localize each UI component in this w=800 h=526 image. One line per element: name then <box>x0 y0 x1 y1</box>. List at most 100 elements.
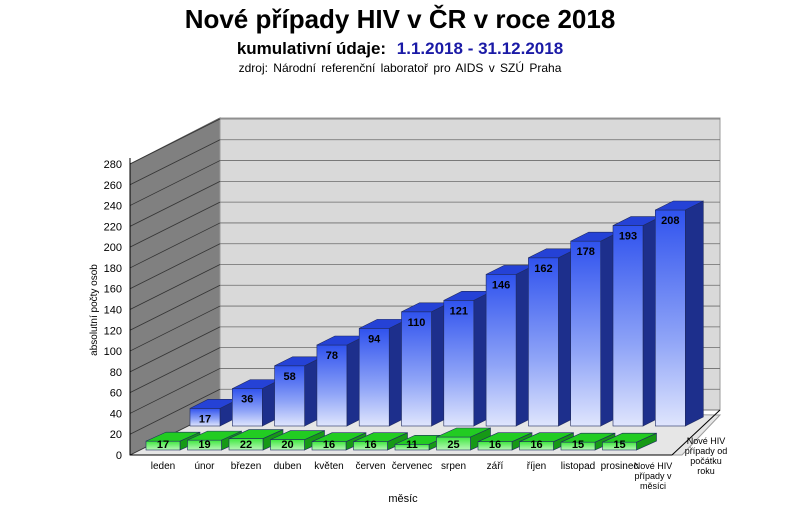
y-tick-label: 140 <box>104 305 122 317</box>
chart-source: zdroj: Národní referenční laboratoř pro … <box>238 61 562 75</box>
y-tick-label: 200 <box>104 242 122 254</box>
series-label-cumulative: Nové HIV případy od počátku roku <box>685 436 728 476</box>
bar-front <box>612 225 644 427</box>
y-tick-label: 220 <box>104 221 122 233</box>
y-tick-label: 100 <box>104 346 122 358</box>
data-label-cumulative: 193 <box>619 231 637 243</box>
bar-top <box>477 432 533 442</box>
data-label-cumulative: 178 <box>577 246 595 258</box>
bar-top <box>353 432 408 442</box>
x-tick-label: květen <box>314 461 343 472</box>
bar-front <box>485 274 517 427</box>
x-tick-label: září <box>487 461 504 472</box>
bar-top <box>270 430 325 440</box>
gridline-side <box>129 388 221 435</box>
data-label-cumulative: 17 <box>199 413 211 425</box>
y-tick-label: 80 <box>110 367 122 379</box>
x-tick-label: srpen <box>441 461 466 472</box>
bar-front <box>401 311 432 427</box>
bar-top <box>436 427 491 438</box>
y-tick-label: 160 <box>104 284 122 296</box>
data-label-cumulative: 121 <box>450 305 468 317</box>
data-label-cumulative: 146 <box>492 279 510 291</box>
bar-cumulative <box>274 356 323 427</box>
x-tick-label: červenec <box>392 461 433 472</box>
gridline-side <box>129 243 221 290</box>
x-tick-label: únor <box>194 461 215 472</box>
bar-top <box>560 432 616 443</box>
bar-front <box>528 257 559 427</box>
bar-cumulative <box>358 318 408 427</box>
data-label-monthly: 16 <box>323 439 335 451</box>
data-label-monthly: 16 <box>489 439 501 451</box>
data-label-monthly: 16 <box>530 439 542 451</box>
bar-cumulative <box>654 200 704 427</box>
series-label-monthly: Nové HIV případy v měsíci <box>634 461 673 491</box>
bar-side <box>684 200 704 427</box>
y-tick-label: 0 <box>116 450 122 462</box>
x-tick-label: prosinec <box>601 461 639 472</box>
bar-top <box>519 432 574 442</box>
bar-front <box>232 388 263 427</box>
gridline-side <box>129 222 221 269</box>
data-label-monthly: 11 <box>406 439 418 451</box>
data-label-cumulative: 36 <box>241 394 253 406</box>
gridline-side <box>129 180 221 227</box>
bar-monthly <box>560 432 616 451</box>
bar-top <box>311 432 367 442</box>
y-tick-label: 120 <box>104 325 122 337</box>
bar-monthly <box>353 432 408 451</box>
gridline-side <box>129 347 221 394</box>
y-tick-label: 280 <box>104 159 122 171</box>
data-label-cumulative: 162 <box>534 263 552 275</box>
data-label-monthly: 19 <box>198 439 210 451</box>
chart-title: Nové případy HIV v ČR v roce 2018 <box>184 4 616 34</box>
bar-cumulative <box>232 379 281 427</box>
x-tick-label: říjen <box>527 461 546 472</box>
data-label-monthly: 25 <box>447 439 459 451</box>
y-tick-label: 40 <box>110 408 122 420</box>
gridline-side <box>129 118 221 165</box>
bar-top <box>145 431 201 442</box>
data-label-cumulative: 208 <box>661 215 679 227</box>
bar-top <box>187 430 242 441</box>
data-label-monthly: 22 <box>240 439 252 451</box>
depth-axis-line <box>671 409 721 456</box>
x-axis-label: měsíc <box>388 493 418 505</box>
gridline-side <box>129 368 221 414</box>
bar-front <box>443 300 475 427</box>
bar-top <box>228 429 284 439</box>
data-label-cumulative: 94 <box>368 333 381 345</box>
data-label-cumulative: 110 <box>408 317 426 329</box>
bar-monthly <box>436 427 491 451</box>
data-label-monthly: 16 <box>364 439 376 451</box>
series-cumulative: 17 36 58 78 94 110 121 146 162 178 193 208 <box>189 200 704 427</box>
data-label-monthly: 17 <box>157 439 169 451</box>
gridline-side <box>129 264 221 310</box>
subtitle-label: kumulativní údaje: <box>236 39 387 58</box>
data-label-monthly: 15 <box>613 439 625 451</box>
gridline-side <box>129 326 221 373</box>
x-tick-label: listopad <box>561 461 595 472</box>
series-monthly: 17 19 22 20 16 16 11 25 16 16 15 15 <box>145 427 657 451</box>
bar-front <box>570 240 602 427</box>
gridline-side <box>129 201 221 248</box>
x-tick-label: červen <box>355 461 385 472</box>
subtitle-date-range: 1.1.2018 - 31.12.2018 <box>396 39 564 58</box>
data-label-monthly: 20 <box>281 439 293 451</box>
bar-top <box>602 432 657 443</box>
bar-cumulative <box>612 216 662 427</box>
bar-front <box>654 209 686 427</box>
data-label-cumulative: 78 <box>326 350 338 362</box>
chart-subtitle: kumulativní údaje: 1.1.2018 - 31.12.2018 <box>0 39 800 59</box>
bar-monthly <box>602 432 657 451</box>
bar-cumulative <box>528 248 577 427</box>
bar-top <box>655 200 704 211</box>
gridline-side <box>129 284 221 331</box>
y-tick-label: 60 <box>110 388 122 400</box>
bar-cumulative <box>570 231 620 427</box>
gridline-side <box>129 305 221 352</box>
x-tick-label: leden <box>151 461 175 472</box>
y-tick-label: 240 <box>104 201 122 213</box>
